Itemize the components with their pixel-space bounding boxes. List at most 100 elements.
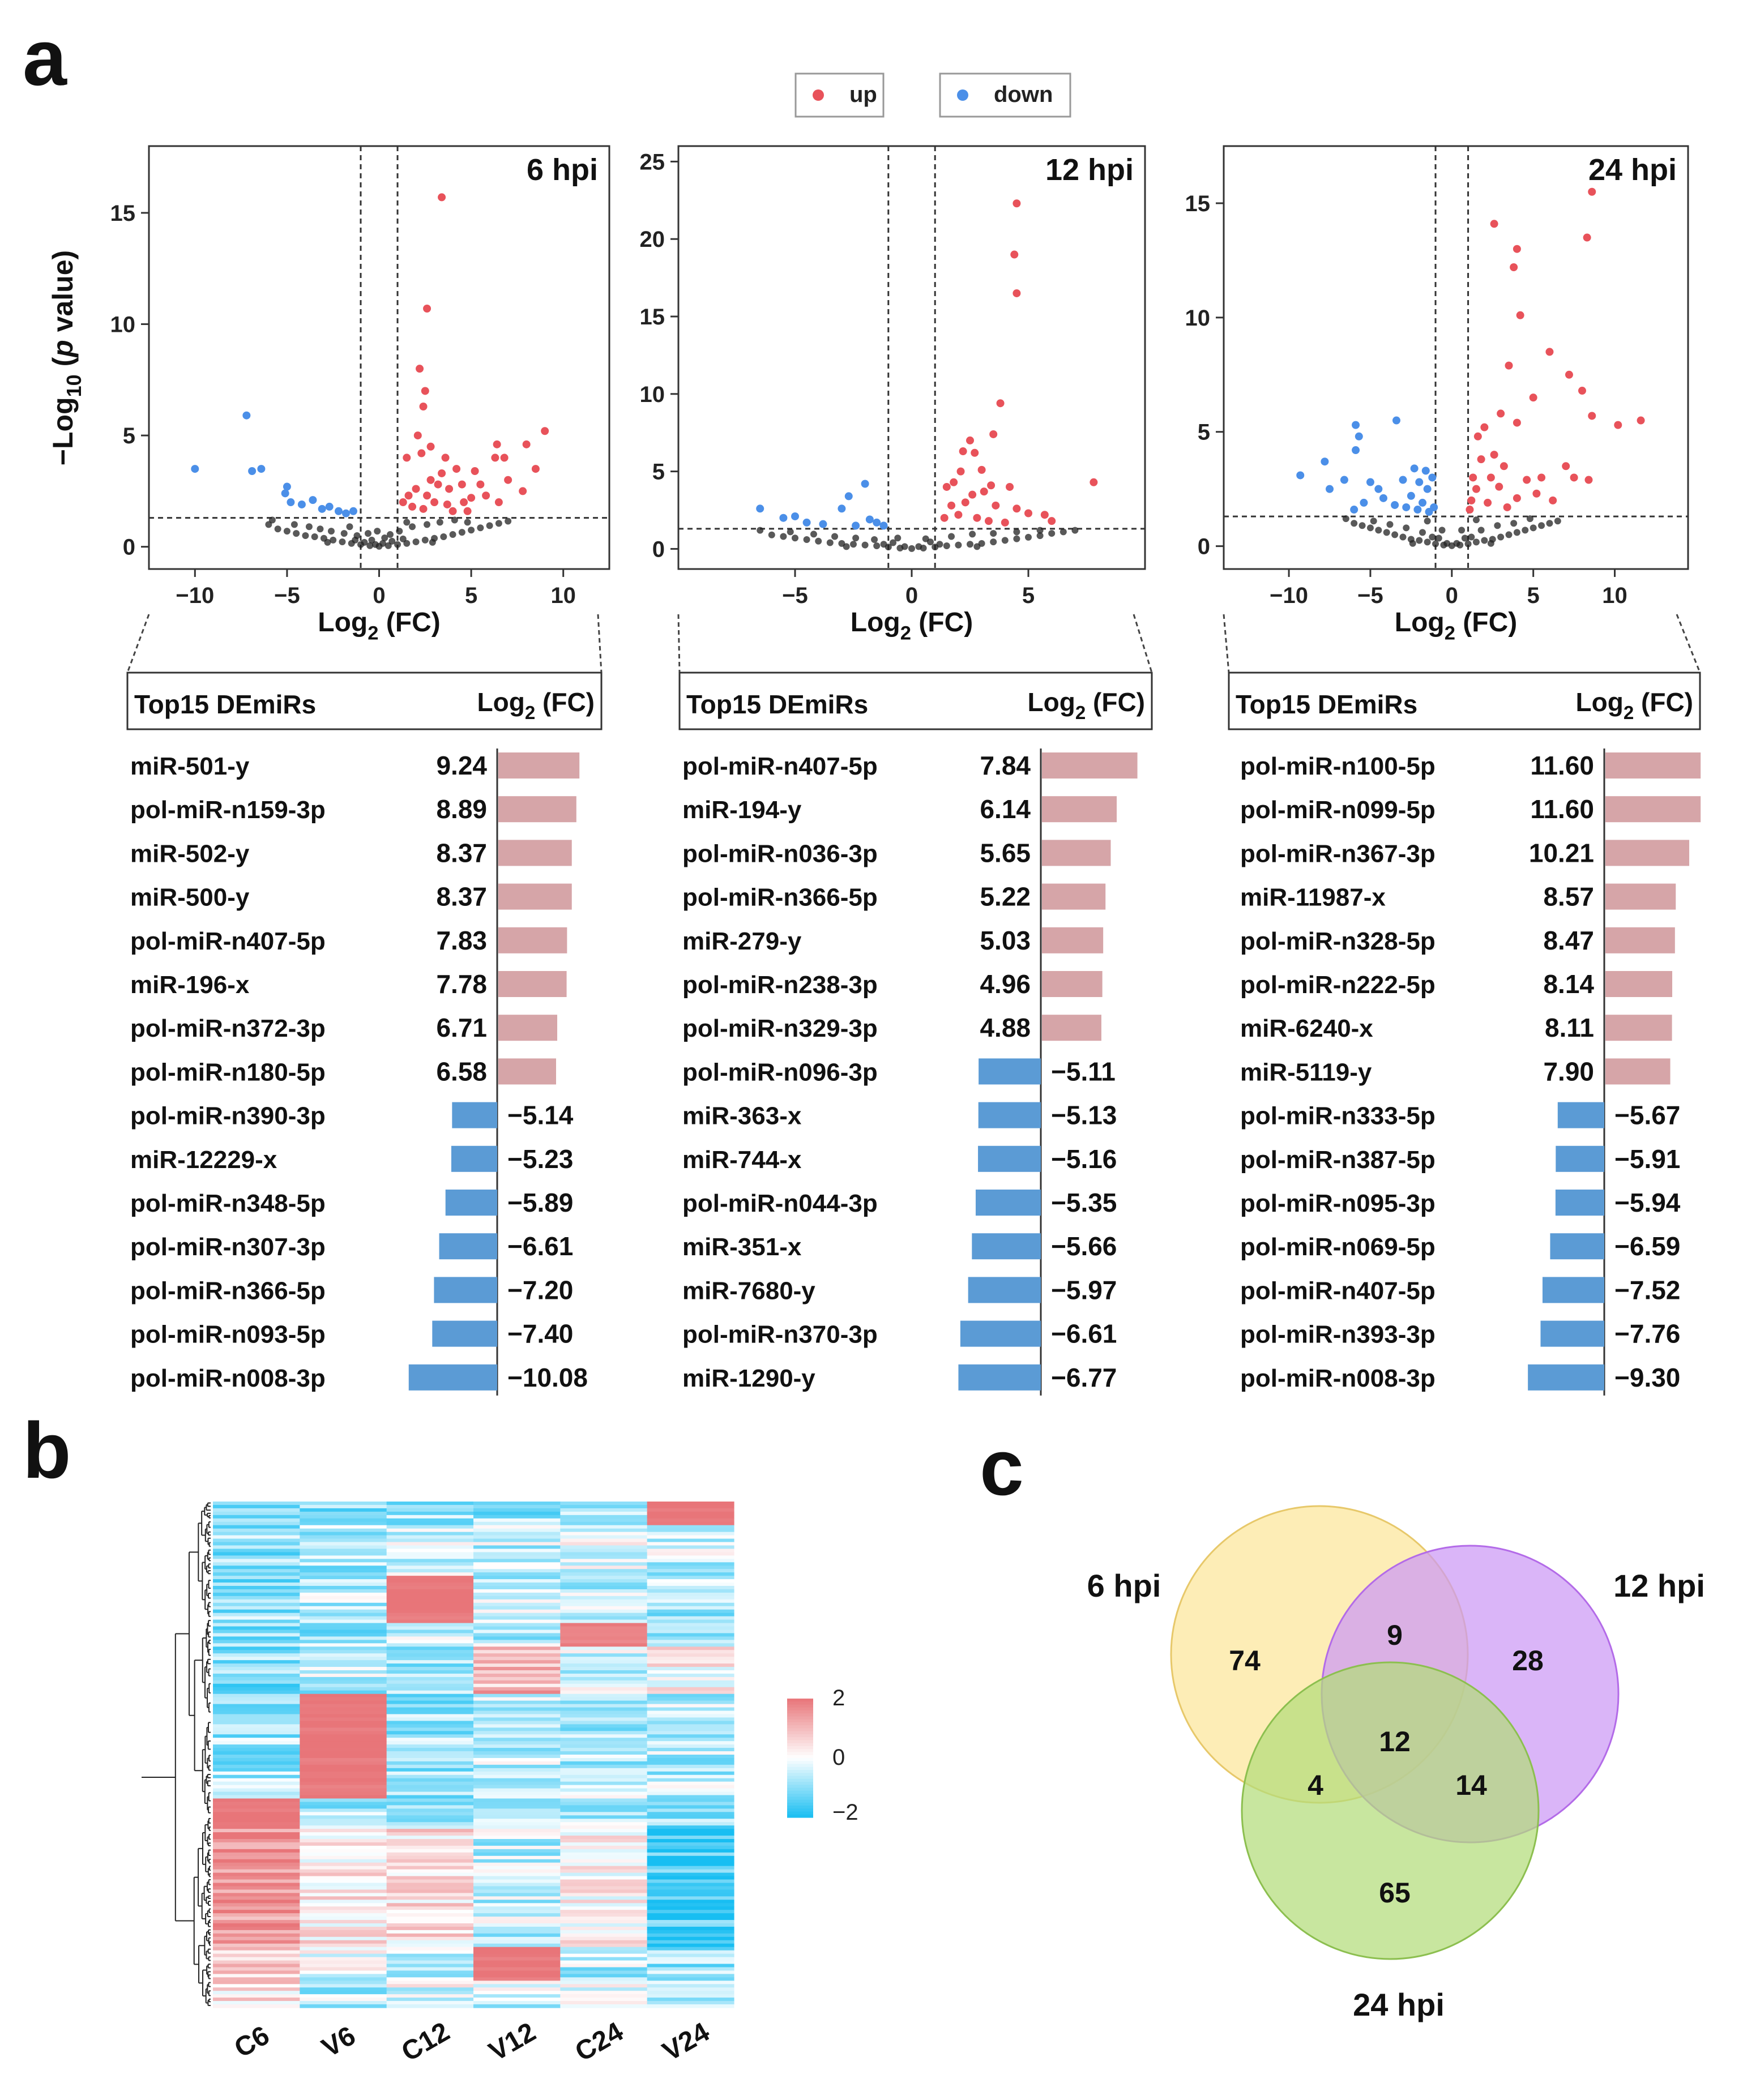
heatmap-cell <box>560 1757 648 1762</box>
heatmap-cell <box>300 1950 387 1954</box>
point-up <box>421 387 429 395</box>
heatmap-cell <box>647 1616 734 1620</box>
point-ns <box>803 536 810 544</box>
colorbar-step <box>787 1746 813 1750</box>
heatmap-cell <box>213 1920 300 1924</box>
heatmap-cell <box>473 1738 561 1742</box>
point-ns <box>477 524 484 532</box>
heatmap-cell <box>473 1555 561 1559</box>
heatmap-cell <box>386 1862 474 1867</box>
heatmap-cell <box>473 1839 561 1843</box>
heatmap-cell <box>300 1825 387 1829</box>
point-ns <box>451 516 458 524</box>
point-up <box>1013 504 1021 513</box>
point-up <box>1537 473 1546 482</box>
heatmap-cell <box>386 1781 474 1786</box>
point-ns <box>1399 533 1407 541</box>
x-tick-label: −10 <box>176 583 214 608</box>
heatmap-cell <box>647 1808 734 1812</box>
heatmap-cell <box>213 1525 300 1529</box>
bar-value-label: 10.21 <box>1529 838 1594 867</box>
heatmap-cell <box>300 1592 387 1597</box>
heatmap-cell <box>213 1616 300 1620</box>
point-ns <box>922 535 929 542</box>
heatmap-cell <box>213 2004 300 2008</box>
point-ns <box>505 517 512 525</box>
heatmap-cell <box>560 1771 648 1776</box>
heatmap-cell <box>386 1579 474 1583</box>
heatmap-cell <box>647 1683 734 1688</box>
point-ns <box>324 538 331 546</box>
heatmap-cell <box>213 1791 300 1796</box>
heatmap-cell <box>473 1700 561 1705</box>
bar-value-label: 8.57 <box>1543 882 1594 912</box>
heatmap-cell <box>473 1589 561 1593</box>
heatmap-cell <box>300 1613 387 1617</box>
heatmap-cell <box>473 1913 561 1917</box>
heatmap-cell <box>560 1538 648 1543</box>
point-up <box>987 481 996 490</box>
heatmap-cell <box>300 1623 387 1627</box>
heatmap-cell <box>560 1883 648 1887</box>
heatmap-cell <box>300 1876 387 1880</box>
heatmap-cell <box>300 1511 387 1516</box>
heatmap-cell <box>647 1559 734 1563</box>
heatmap-cell <box>560 1953 648 1958</box>
point-ns <box>1386 521 1394 528</box>
point-up <box>1545 348 1554 356</box>
heatmap-cell <box>647 1511 734 1516</box>
heatmap-cell <box>213 1886 300 1890</box>
bar-up <box>1042 883 1106 910</box>
heatmap-cell <box>560 1545 648 1550</box>
heatmap-cell <box>300 1798 387 1803</box>
heatmap-cell <box>386 1970 474 1974</box>
heatmap-cell <box>213 1670 300 1674</box>
heatmap-cell <box>647 1970 734 1974</box>
heatmap-cell <box>473 1525 561 1529</box>
heatmap-cell <box>473 1707 561 1712</box>
point-down <box>309 496 317 504</box>
heatmap-cell <box>560 1778 648 1782</box>
heatmap-cell <box>213 1687 300 1691</box>
heatmap-cell <box>213 1717 300 1721</box>
mirna-name: pol-miR-n366-5p <box>130 1277 326 1305</box>
point-ns <box>409 523 416 531</box>
heatmap-cell <box>300 1640 387 1644</box>
point-ns <box>810 531 817 538</box>
heatmap-cell <box>213 2001 300 2005</box>
x-axis-label: Log2 (FC) <box>1395 608 1517 644</box>
heatmap-cell <box>213 1855 300 1860</box>
mirna-name: miR-12229-x <box>130 1146 277 1174</box>
heatmap-cell <box>213 1829 300 1833</box>
heatmap-cell <box>560 1984 648 1988</box>
heatmap-cell <box>213 1822 300 1826</box>
heatmap-cell <box>213 1987 300 1991</box>
heatmap-cell <box>300 1572 387 1576</box>
heatmap-cell <box>300 1552 387 1556</box>
point-ns <box>1435 534 1442 542</box>
bar-value-label: −5.14 <box>507 1101 574 1130</box>
bar-up <box>498 1058 556 1085</box>
mirna-name: pol-miR-n036-3p <box>682 840 878 867</box>
heatmap-cell <box>473 1845 561 1850</box>
heatmap-cell <box>473 1869 561 1874</box>
heatmap-cell <box>647 1504 734 1509</box>
heatmap-cell <box>386 1836 474 1840</box>
heatmap-cell <box>647 1502 734 1506</box>
y-tick-label: 5 <box>123 424 135 448</box>
point-ns <box>305 523 313 531</box>
table-header-box <box>1228 672 1701 730</box>
colorbar-step <box>787 1790 813 1794</box>
legend: up down <box>794 72 1071 118</box>
point-ns <box>1060 528 1067 536</box>
heatmap-cell <box>300 1866 387 1870</box>
heatmap-cell <box>213 1650 300 1654</box>
mirna-name: pol-miR-n093-5p <box>130 1321 326 1349</box>
heatmap-cell <box>647 1721 734 1725</box>
heatmap-cell <box>473 1724 561 1728</box>
heatmap-cell <box>473 1761 561 1765</box>
heatmap-cell <box>386 1619 474 1624</box>
heatmap-cell <box>213 1755 300 1759</box>
heatmap-cell <box>647 1785 734 1789</box>
heatmap-cell <box>213 1693 300 1698</box>
